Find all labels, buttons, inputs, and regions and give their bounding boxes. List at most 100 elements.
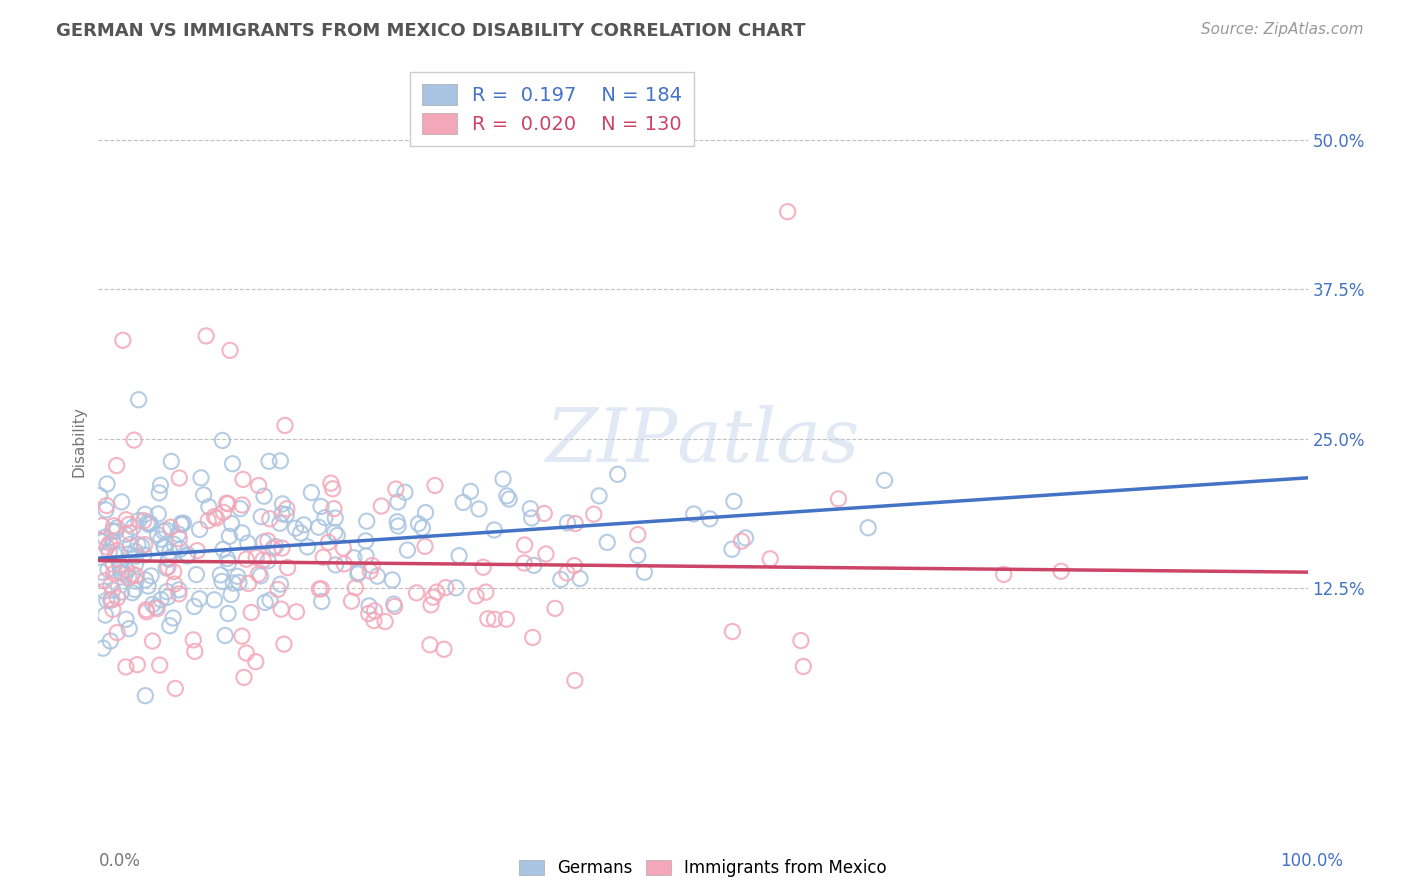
Point (721, 542, 744, 557)
Point (110, 495, 132, 509)
Point (498, 492, 520, 507)
Point (193, 488, 215, 502)
Point (312, 550, 335, 565)
Point (354, 549, 377, 563)
Point (132, 514, 155, 528)
Point (269, 454, 291, 468)
Point (235, 646, 257, 660)
Point (89, 489, 111, 503)
Point (165, 681, 187, 696)
Point (212, 542, 235, 557)
Point (162, 611, 184, 625)
Point (110, 585, 132, 599)
Point (110, 565, 132, 579)
Point (231, 498, 253, 512)
Point (101, 524, 124, 538)
Point (322, 482, 344, 496)
Point (326, 528, 349, 542)
Point (115, 513, 138, 527)
Point (523, 558, 546, 573)
Point (110, 560, 132, 574)
Point (444, 581, 467, 595)
Point (382, 597, 405, 611)
Point (98, 545, 121, 559)
Point (356, 514, 378, 528)
Text: GERMAN VS IMMIGRANTS FROM MEXICO DISABILITY CORRELATION CHART: GERMAN VS IMMIGRANTS FROM MEXICO DISABIL… (56, 22, 806, 40)
Point (323, 525, 346, 540)
Point (247, 478, 270, 492)
Point (105, 521, 128, 535)
Point (333, 557, 356, 571)
Point (101, 592, 124, 607)
Point (104, 549, 127, 563)
Point (993, 567, 1015, 582)
Point (228, 575, 250, 590)
Point (262, 541, 284, 556)
Point (159, 618, 181, 632)
Point (240, 606, 263, 620)
Point (484, 523, 506, 537)
Point (96, 593, 118, 607)
Point (94, 608, 117, 623)
Point (124, 582, 146, 597)
Point (231, 629, 253, 643)
Point (219, 343, 242, 358)
Point (284, 521, 307, 535)
Point (252, 553, 274, 567)
Point (381, 573, 404, 587)
Point (254, 595, 277, 609)
Point (477, 612, 499, 626)
Point (426, 585, 449, 599)
Point (138, 517, 160, 532)
Point (186, 567, 208, 582)
Point (231, 525, 253, 540)
Point (347, 566, 370, 580)
Point (101, 534, 124, 549)
Point (127, 657, 149, 672)
Point (121, 567, 143, 582)
Point (108, 548, 131, 562)
Point (264, 540, 287, 554)
Point (153, 540, 176, 554)
Y-axis label: Disability: Disability (72, 406, 87, 477)
Point (146, 601, 169, 615)
Point (699, 512, 721, 526)
Point (226, 569, 249, 583)
Point (269, 516, 291, 531)
Point (94, 574, 117, 588)
Point (163, 537, 186, 551)
Point (222, 576, 245, 591)
Point (121, 586, 143, 600)
Point (384, 599, 406, 614)
Point (188, 591, 211, 606)
Point (155, 561, 177, 575)
Point (118, 570, 141, 584)
Point (169, 471, 191, 485)
Point (633, 566, 655, 580)
Point (415, 506, 437, 520)
Point (159, 545, 181, 559)
Point (385, 482, 408, 496)
Point (105, 543, 128, 558)
Point (460, 484, 482, 499)
Point (723, 494, 745, 508)
Point (513, 538, 536, 552)
Point (451, 495, 474, 509)
Point (190, 471, 212, 485)
Point (550, 573, 572, 587)
Point (167, 587, 190, 601)
Point (873, 474, 896, 488)
Point (125, 574, 148, 589)
Point (1050, 564, 1073, 578)
Point (134, 508, 156, 522)
Point (347, 566, 370, 581)
Point (111, 333, 134, 347)
Point (103, 566, 125, 581)
Point (105, 458, 128, 473)
Point (122, 520, 145, 534)
Point (484, 612, 506, 626)
Point (221, 457, 243, 471)
Point (363, 604, 385, 618)
Point (314, 510, 336, 524)
Point (495, 612, 517, 626)
